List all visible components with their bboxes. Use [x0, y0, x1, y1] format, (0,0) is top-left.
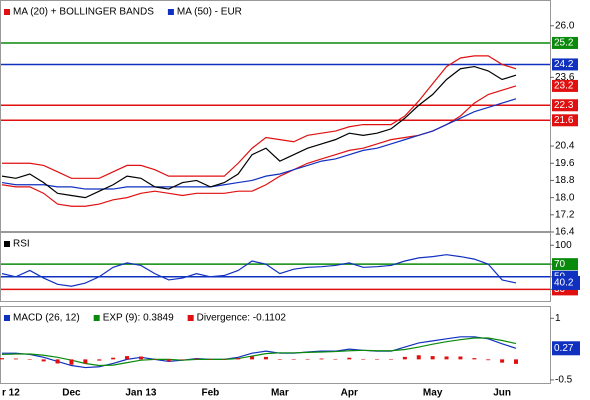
- divergence-bar: [152, 359, 157, 360]
- legend-label: MACD (26, 12): [13, 313, 80, 324]
- last-value-label: 40.2: [554, 278, 574, 289]
- last-value-box: [552, 79, 578, 92]
- last-value-label: 0.27: [554, 343, 574, 354]
- divergence-bar: [250, 356, 255, 360]
- legend-swatch: [4, 241, 10, 247]
- divergence-bar: [83, 359, 88, 364]
- level-label: 70: [554, 259, 566, 270]
- divergence-bar: [69, 359, 74, 365]
- series-line: [2, 336, 517, 369]
- y-tick-label: 1: [555, 313, 561, 324]
- divergence-bar: [41, 359, 46, 362]
- legend-swatch: [167, 9, 174, 15]
- y-tick-label: 17.2: [555, 209, 575, 220]
- divergence-bar: [333, 358, 338, 360]
- last-value-box: [552, 275, 580, 290]
- divergence-bar: [430, 356, 435, 360]
- panel-frame: [0, 306, 551, 384]
- divergence-bar: [347, 357, 352, 360]
- y-tick-label: 18.0: [555, 192, 575, 203]
- divergence-bar: [236, 358, 241, 360]
- divergence-bar: [13, 358, 18, 360]
- divergence-bar: [263, 356, 268, 360]
- y-tick-label: 20.4: [555, 141, 575, 152]
- divergence-bar: [402, 356, 407, 360]
- y-tick-label: 23.6: [555, 72, 575, 83]
- divergence-bar: [27, 359, 32, 360]
- legend-label: MA (20) + BOLLINGER BANDS: [13, 7, 154, 18]
- divergence-bar: [97, 359, 102, 361]
- x-tick-label: May: [423, 388, 443, 399]
- last-value-box: [552, 341, 580, 356]
- level-label: 24.2: [554, 59, 574, 70]
- series-line: [1, 337, 517, 367]
- level-box: [552, 58, 578, 71]
- series-line: [1, 98, 517, 190]
- divergence-bar: [472, 358, 477, 360]
- level-box: [552, 99, 578, 112]
- divergence-bar: [486, 359, 491, 361]
- x-tick-label: Feb: [201, 388, 219, 399]
- divergence-bar: [180, 359, 185, 360]
- divergence-bar: [111, 357, 116, 360]
- divergence-bar: [361, 359, 366, 360]
- x-tick-label: Dec: [62, 388, 81, 399]
- series-line: [1, 65, 517, 199]
- last-value-label: 23.2: [554, 81, 574, 92]
- level-box: [552, 114, 578, 127]
- divergence-bar: [319, 358, 324, 360]
- divergence-bar: [55, 359, 60, 364]
- panel-frame: [0, 232, 551, 302]
- legend-label: Divergence: -0.1102: [197, 313, 287, 324]
- divergence-bar: [222, 359, 227, 360]
- legend-swatch: [4, 315, 10, 321]
- divergence-bar: [125, 356, 130, 360]
- legend-label: MA (50) - EUR: [177, 7, 242, 18]
- divergence-bar: [208, 359, 213, 360]
- divergence-bar: [138, 356, 143, 360]
- x-tick-label: Mar: [271, 388, 289, 399]
- x-tick-label: Jan 13: [125, 388, 157, 399]
- y-tick-label: 18.8: [555, 175, 575, 186]
- x-tick-label: Apr: [341, 388, 358, 399]
- level-box: [552, 36, 578, 49]
- divergence-bar: [194, 358, 199, 360]
- divergence-bar: [305, 358, 310, 360]
- level-label: 21.6: [554, 115, 574, 126]
- legend-label: RSI: [13, 239, 30, 250]
- divergence-bar: [166, 359, 171, 362]
- y-tick-label: 19.6: [555, 158, 575, 169]
- legend-swatch: [187, 315, 194, 321]
- panel-frame: [0, 0, 551, 232]
- series-line: [1, 254, 517, 287]
- legend-label: EXP (9): 0.3849: [103, 313, 174, 324]
- level-label: 25.2: [554, 38, 574, 49]
- divergence-bar: [388, 359, 393, 360]
- divergence-bar: [0, 358, 4, 360]
- divergence-bar: [458, 356, 463, 360]
- divergence-bar: [444, 356, 449, 360]
- legend-swatch: [4, 9, 10, 15]
- divergence-bar: [416, 355, 421, 360]
- legend-swatch: [93, 315, 100, 321]
- divergence-bar: [277, 359, 282, 360]
- level-box: [552, 258, 578, 271]
- level-label: 22.3: [554, 100, 574, 111]
- divergence-bar: [500, 359, 505, 363]
- y-tick-label: 16.4: [555, 227, 575, 238]
- divergence-bar: [514, 359, 518, 364]
- x-tick-label: Jun: [493, 388, 511, 399]
- y-tick-label: 26.0: [555, 20, 575, 31]
- series-line: [2, 55, 517, 179]
- y-tick-label: -0.5: [555, 375, 573, 386]
- divergence-bar: [375, 359, 380, 360]
- divergence-bar: [291, 359, 296, 360]
- x-tick-label: r 12: [2, 388, 20, 399]
- y-tick-label: 100: [555, 240, 572, 251]
